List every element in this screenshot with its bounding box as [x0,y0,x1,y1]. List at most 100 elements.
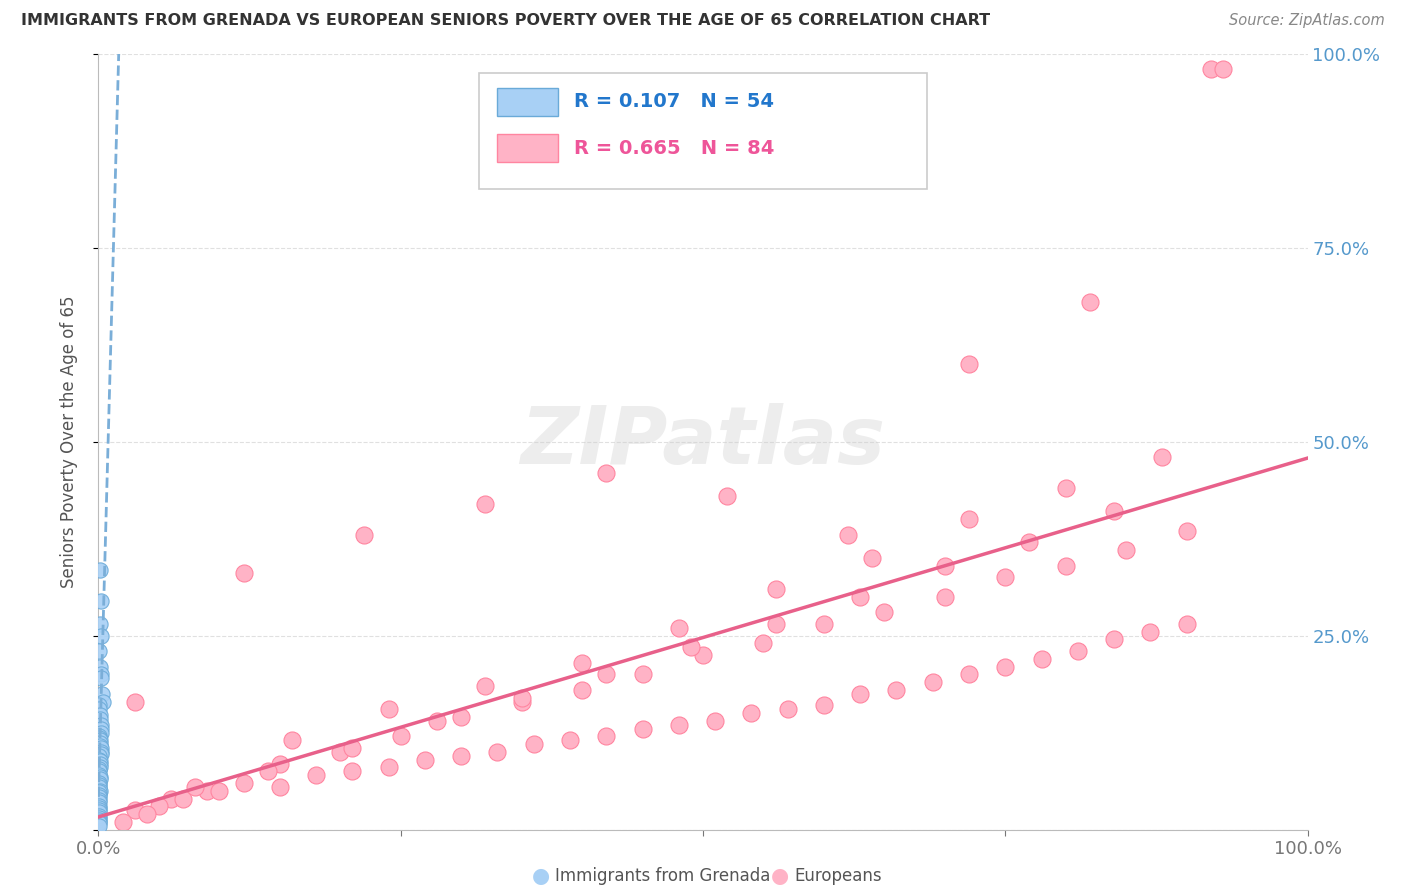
Y-axis label: Seniors Poverty Over the Age of 65: Seniors Poverty Over the Age of 65 [59,295,77,588]
Point [148,799,170,814]
Point [595,730,617,744]
Point [450,710,472,724]
Point [87,776,110,790]
Point [934,558,956,573]
Point [1054,481,1077,495]
Point [474,679,496,693]
Point [426,714,449,728]
Point [571,682,593,697]
Point [860,551,883,566]
Point [232,566,254,581]
Point [87,801,110,815]
Point [87,793,110,807]
Point [873,605,896,619]
Text: Immigrants from Grenada: Immigrants from Grenada [555,867,770,885]
Point [281,733,304,747]
Text: IMMIGRANTS FROM GRENADA VS EUROPEAN SENIORS POVERTY OVER THE AGE OF 65 CORRELATI: IMMIGRANTS FROM GRENADA VS EUROPEAN SENI… [21,13,990,29]
Point [342,764,364,779]
Point [740,706,762,721]
Point [89,780,111,794]
Point [413,753,436,767]
Point [631,722,654,736]
Text: Europeans: Europeans [794,867,882,885]
Point [89,754,111,768]
Point [87,785,110,799]
Point [91,687,114,701]
Point [87,814,110,828]
Point [89,756,111,771]
Point [87,796,110,810]
Point [704,714,727,728]
Point [957,667,980,681]
Point [957,357,980,371]
Point [87,764,110,779]
Point [90,745,112,759]
Point [87,778,110,792]
Point [87,730,110,744]
Point [1102,632,1125,647]
Point [886,682,908,697]
Point [692,648,714,662]
Point [510,694,533,708]
Point [353,527,375,541]
Text: R = 0.665   N = 84: R = 0.665 N = 84 [574,138,773,158]
Point [87,698,110,713]
Point [571,656,593,670]
Point [89,739,111,753]
Point [90,718,112,732]
Point [994,570,1017,584]
Point [89,783,111,797]
Point [716,489,738,503]
Point [89,712,111,726]
Point [90,722,112,736]
Point [160,791,183,805]
Point [1199,62,1222,76]
Point [1139,624,1161,639]
Point [195,783,218,797]
Point [377,760,399,774]
Point [135,807,157,822]
Point [849,590,872,604]
Point [389,730,412,744]
Point [89,736,111,750]
Point [1175,524,1198,538]
Point [342,741,364,756]
Point [837,527,859,541]
Point [89,760,111,774]
Point [90,628,112,642]
Point [89,768,111,782]
Point [269,780,291,794]
Point [765,582,787,596]
Point [595,667,617,681]
Point [813,616,835,631]
Point [89,731,111,745]
Point [89,616,111,631]
Point [87,808,110,822]
Point [1115,543,1137,558]
Point [124,694,146,708]
Point [994,659,1017,673]
Point [256,764,278,779]
Point [765,616,787,631]
Point [523,737,546,751]
Point [1078,294,1101,309]
FancyBboxPatch shape [479,73,927,189]
Point [486,745,509,759]
Point [957,512,980,526]
Point [668,718,690,732]
Point [679,640,702,655]
Point [87,788,110,802]
Point [668,621,690,635]
Text: R = 0.107   N = 54: R = 0.107 N = 54 [574,92,773,112]
Point [89,803,111,817]
Point [90,593,112,607]
Point [450,748,472,763]
Point [752,636,775,650]
Text: ZIPatlas: ZIPatlas [520,402,886,481]
Point [90,741,112,756]
Point [111,814,134,829]
Point [89,659,111,673]
Point [208,783,231,797]
Point [329,745,352,759]
Point [776,702,799,716]
